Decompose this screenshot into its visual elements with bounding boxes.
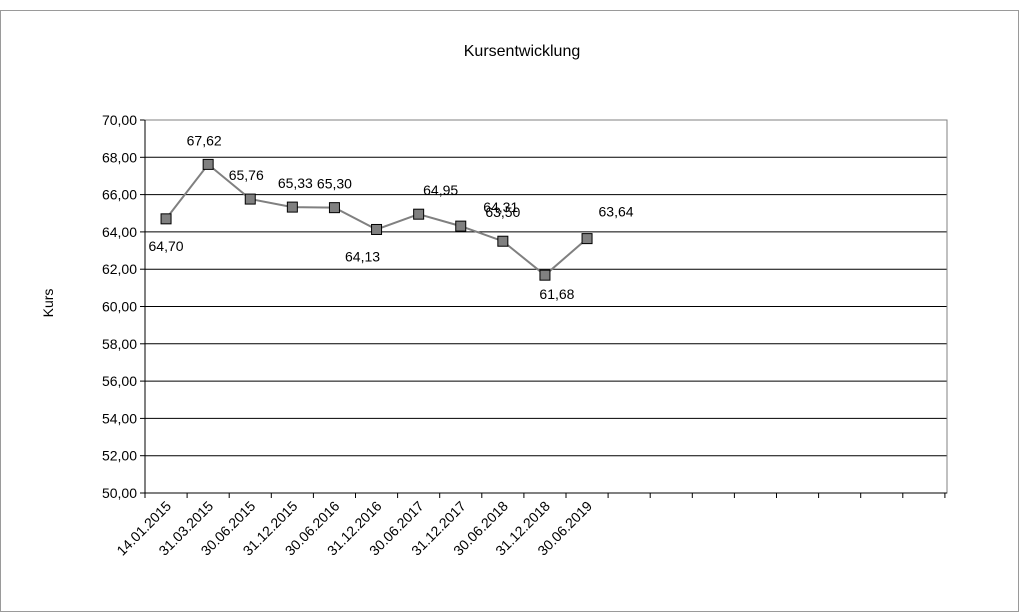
y-tick-labels: 70,00 68,00 66,00 64,00 62,00 60,00 58,00 56,00… (102, 112, 137, 501)
data-point-marker (202, 158, 214, 170)
y-tick-label: 50,00 (102, 485, 137, 501)
data-label: 65,30 (317, 176, 352, 192)
data-point-marker (160, 213, 172, 225)
data-label: 64,95 (423, 182, 458, 198)
data-point-marker (497, 235, 509, 247)
y-tick-label: 62,00 (102, 261, 137, 277)
y-tick-label: 54,00 (102, 410, 137, 426)
y-axis-label: Kurs (40, 289, 56, 318)
x-tick-labels: 14.01.201531.03.201530.06.201531.12.2015… (113, 498, 595, 559)
data-point-marker (328, 202, 340, 214)
data-label: 65,76 (229, 167, 264, 183)
data-label: 64,13 (345, 248, 380, 264)
data-point-marker (539, 269, 551, 281)
y-tick-label: 58,00 (102, 336, 137, 352)
data-labels: 64,70 67,62 65,76 65,33 65,30 64,13 64,95 64,31… (149, 132, 634, 302)
data-label: 64,70 (149, 238, 184, 254)
axes (140, 119, 948, 498)
data-point-marker (286, 201, 298, 213)
gridlines (145, 156, 947, 457)
y-tick-label: 70,00 (102, 112, 137, 128)
data-point-marker (581, 233, 593, 245)
data-point-marker (371, 223, 383, 235)
data-point-marker (455, 220, 467, 232)
y-tick-label: 66,00 (102, 187, 137, 203)
data-point-marker (244, 193, 256, 205)
y-tick-label: 56,00 (102, 373, 137, 389)
y-tick-label: 60,00 (102, 299, 137, 315)
y-tick-label: 68,00 (102, 149, 137, 165)
data-label: 67,62 (187, 132, 222, 148)
data-label: 64,31 (483, 199, 518, 215)
data-label: 63,50 (485, 204, 520, 220)
series-kurs (160, 158, 593, 281)
chart-title: Kursentwicklung (464, 43, 581, 60)
y-tick-label: 52,00 (102, 448, 137, 464)
data-point-marker (413, 208, 425, 220)
data-label: 63,64 (599, 204, 634, 220)
chart-frame (0, 10, 1019, 612)
y-tick-label: 64,00 (102, 224, 137, 240)
data-label: 65,33 (278, 175, 313, 191)
data-label: 61,68 (539, 286, 574, 302)
